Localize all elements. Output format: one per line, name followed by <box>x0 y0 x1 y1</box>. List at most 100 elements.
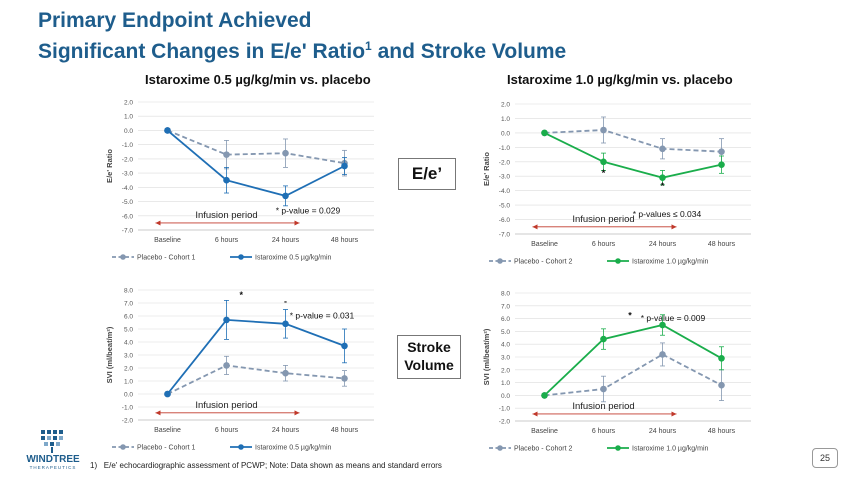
legend-label: Istaroxime 1.0 µg/kg/min <box>632 446 709 453</box>
data-point <box>223 176 230 184</box>
legend-label: Istaroxime 1.0 µg/kg/min <box>632 259 709 266</box>
badge-sv-line1: Stroke <box>407 339 451 355</box>
y-axis-label: SVI (ml/beat/m²) <box>105 326 114 383</box>
series-line-placebo <box>167 364 345 395</box>
slide-title-line1: Primary Endpoint Achieved <box>38 9 312 32</box>
x-tick-label: 6 hours <box>215 237 239 244</box>
data-point <box>341 375 348 382</box>
infusion-period-label: Infusion period <box>195 400 257 411</box>
y-axis-label: E/e' Ratio <box>482 152 491 186</box>
y-tick-label: 7.0 <box>501 303 510 310</box>
y-tick-label: -5.0 <box>122 199 134 206</box>
y-tick-label: 1.0 <box>124 379 133 386</box>
footnote: 1) E/e' echocardiographic assessment of … <box>90 461 442 470</box>
legend-label: Placebo - Cohort 2 <box>514 446 572 453</box>
infusion-arrowhead-right <box>294 410 300 416</box>
title-line2-tail: and Stroke Volume <box>371 40 567 63</box>
y-tick-label: -1.0 <box>122 142 134 149</box>
data-point <box>282 320 289 328</box>
p-value-label: * p-value = 0.009 <box>641 313 706 323</box>
column-heading-low-dose: Istaroxime 0.5 µg/kg/min vs. placebo <box>145 72 371 87</box>
infusion-period-label: Infusion period <box>572 401 634 412</box>
data-point <box>282 192 289 200</box>
x-tick-label: 6 hours <box>592 428 616 435</box>
p-value-label: * p-value = 0.031 <box>290 311 355 321</box>
data-point <box>718 354 725 362</box>
data-point <box>282 149 289 157</box>
ee-ratio-chart-low-dose: 2.0 1.0 0.0 -1.0 -2.0 -3.0 -4.0 -5.0 -6.0 -7.0 Bas… <box>105 100 374 262</box>
legend-label: Istaroxime 0.5 µg/kg/min <box>255 445 332 452</box>
y-tick-label: 0.0 <box>124 392 133 399</box>
infusion-arrowhead-left <box>155 220 161 226</box>
title-footnote-marker: 1 <box>365 39 372 53</box>
data-point <box>282 369 289 377</box>
legend-marker <box>238 444 244 450</box>
data-point <box>718 381 725 389</box>
y-tick-label: -1.0 <box>122 405 134 412</box>
slide-title-line2: Significant Changes in E/e' Ratio1 and S… <box>38 34 566 64</box>
y-tick-label: -5.0 <box>499 203 511 210</box>
data-point <box>164 390 171 398</box>
y-tick-label: -2.0 <box>122 156 134 163</box>
data-point <box>223 151 230 158</box>
legend-label: Istaroxime 0.5 µg/kg/min <box>255 255 332 262</box>
y-tick-label: 3.0 <box>501 355 510 362</box>
data-point <box>659 321 666 329</box>
svi-chart-high-dose: 8.0 7.0 6.0 5.0 4.0 3.0 2.0 1.0 0.0 -1.0 -2.0 Basel… <box>482 291 751 453</box>
y-axis-label: SVI (ml/beat/m²) <box>482 328 491 385</box>
y-tick-label: -7.0 <box>122 228 134 235</box>
column-heading-high-dose: Istaroxime 1.0 µg/kg/min vs. placebo <box>507 72 733 87</box>
y-tick-label: -1.0 <box>499 406 511 413</box>
infusion-arrowhead-right <box>294 220 300 226</box>
data-point <box>718 161 725 168</box>
infusion-period-label: Infusion period <box>572 214 634 225</box>
ee-section-badge: E/e’ <box>398 158 456 190</box>
series-line-istaroxime <box>166 129 345 197</box>
svi-chart-low-dose: 8.0 7.0 6.0 5.0 4.0 3.0 2.0 1.0 0.0 -1.0 -2.0 Basel… <box>105 288 374 452</box>
data-point <box>659 174 666 181</box>
significance-marker: * <box>628 311 632 321</box>
y-tick-label: -6.0 <box>122 213 134 220</box>
badge-sv-line2: Volume <box>404 357 454 373</box>
x-tick-label: 24 hours <box>649 241 677 248</box>
series-line-istaroxime <box>544 132 722 179</box>
significance-marker: * <box>239 290 243 300</box>
significance-marker: - <box>284 296 287 306</box>
y-tick-label: -3.0 <box>122 171 134 178</box>
x-tick-label: 48 hours <box>708 241 736 248</box>
series-line-istaroxime <box>543 324 722 397</box>
y-tick-label: 0.0 <box>501 393 510 400</box>
p-value-label: * p-value = 0.029 <box>276 205 341 215</box>
x-tick-label: 48 hours <box>331 427 359 434</box>
infusion-arrowhead-left <box>532 411 538 417</box>
legend-marker <box>238 254 244 260</box>
data-point <box>223 316 230 324</box>
title-line2-text: Significant Changes in E/e' Ratio <box>38 40 366 63</box>
y-tick-label: 7.0 <box>124 301 133 308</box>
logo-wordmark: WINDTREE <box>26 454 80 465</box>
data-point <box>600 158 607 166</box>
y-tick-label: 2.0 <box>124 366 133 373</box>
x-tick-label: Baseline <box>531 428 558 435</box>
y-tick-label: 3.0 <box>124 353 133 360</box>
infusion-arrowhead-left <box>155 410 161 416</box>
footnote-number: 1) <box>90 461 98 470</box>
x-tick-label: 24 hours <box>272 237 300 244</box>
data-point <box>600 126 607 134</box>
legend-marker <box>497 445 503 451</box>
y-tick-label: 6.0 <box>124 314 133 321</box>
tree-icon <box>41 430 63 453</box>
infusion-period-label: Infusion period <box>195 210 257 221</box>
legend-marker <box>120 254 126 260</box>
data-point <box>718 148 725 155</box>
x-tick-label: Baseline <box>154 427 181 434</box>
x-tick-label: 48 hours <box>708 428 736 435</box>
y-tick-label: 2.0 <box>501 102 510 109</box>
p-value-label: * p-values ≤ 0.034 <box>633 209 702 219</box>
y-tick-label: 5.0 <box>501 329 510 336</box>
series-line-placebo <box>544 353 722 397</box>
significance-marker: * <box>602 168 606 178</box>
y-tick-label: -4.0 <box>122 185 134 192</box>
series-line-placebo <box>167 129 345 165</box>
legend-label: Placebo - Cohort 2 <box>514 259 572 266</box>
